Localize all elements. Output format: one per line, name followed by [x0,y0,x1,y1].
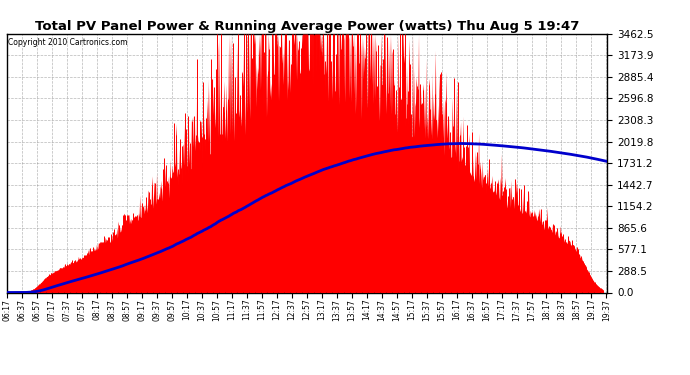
Title: Total PV Panel Power & Running Average Power (watts) Thu Aug 5 19:47: Total PV Panel Power & Running Average P… [35,20,579,33]
Text: Copyright 2010 Cartronics.com: Copyright 2010 Cartronics.com [8,38,128,46]
